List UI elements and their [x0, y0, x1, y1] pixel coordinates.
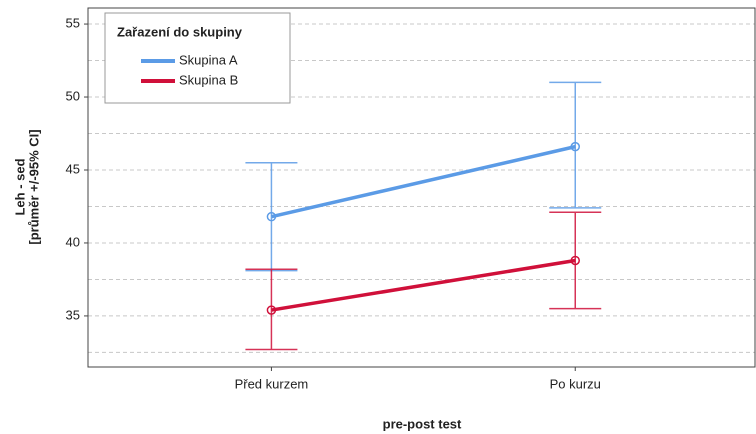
legend-box	[104, 12, 291, 104]
y-tick-label: 35	[66, 307, 80, 322]
point	[570, 255, 580, 266]
y-tick-label: 40	[66, 234, 80, 249]
y-axis-title-line: [průměr +/-95% CI]	[26, 129, 41, 244]
y-axis-title: Leh - sed [průměr +/-95% CI]	[12, 129, 41, 244]
y-tick-label: 50	[66, 88, 80, 103]
y-tick-label: 45	[66, 161, 80, 176]
series-line	[271, 144, 576, 219]
x-tick-label: Před kurzem	[235, 376, 309, 391]
legend-title: Zařazení do skupiny	[117, 24, 243, 39]
point	[570, 141, 580, 152]
legend-label: Skupina A	[179, 52, 238, 67]
series-line	[271, 258, 576, 312]
y-axis-title-line: Leh - sed	[12, 158, 27, 215]
x-tick-label: Po kurzu	[550, 376, 601, 391]
point	[266, 211, 277, 222]
legend-label: Skupina B	[179, 72, 238, 87]
x-axis-title: pre-post test	[383, 416, 462, 431]
point	[266, 305, 277, 315]
plot-frame	[87, 7, 756, 368]
y-tick-label: 55	[66, 15, 80, 30]
error-bar	[549, 81, 602, 209]
